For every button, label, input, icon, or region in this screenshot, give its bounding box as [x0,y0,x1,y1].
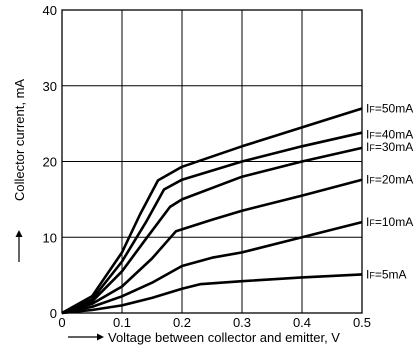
series-line [61,146,363,315]
y-axis-arrow-head [15,230,23,237]
series-line [61,107,363,315]
series-label: IF=50mA [366,101,413,115]
x-axis-title: Voltage between collector and emitter, V [108,330,340,345]
series-line [61,131,363,315]
x-axis-arrow-head [97,333,104,341]
series-lines [61,107,363,315]
series-label: IF=30mA [366,140,413,154]
y-tick-label: 30 [43,79,57,94]
y-tick-label: 10 [43,230,57,245]
series-label: IF=10mA [366,215,413,229]
x-tick-label: 0.3 [233,315,251,330]
grid [61,9,363,314]
series-line [61,178,363,315]
y-axis-title: Collector current, mA [12,79,27,201]
x-tick-label: 0.4 [293,315,311,330]
series-label: IF=40mA [366,128,413,142]
y-axis-title-group: Collector current, mA [12,79,27,262]
tick-labels: 0 0.1 0.2 0.3 0.4 0.5 0 10 20 30 40 [43,3,372,330]
y-tick-label: 40 [43,3,57,18]
x-axis-title-group: Voltage between collector and emitter, V [68,330,340,345]
x-tick-label: 0.5 [353,315,371,330]
x-tick-label: 0 [58,315,65,330]
series-line [61,220,363,315]
series-label: IF=20mA [366,173,413,187]
series-label: IF=5mA [366,267,407,281]
series-line [61,273,363,315]
x-tick-label: 0.1 [113,315,131,330]
x-tick-label: 0.2 [173,315,191,330]
plot-frame [61,9,363,314]
y-tick-label: 20 [43,155,57,170]
y-tick-label: 0 [50,306,57,321]
